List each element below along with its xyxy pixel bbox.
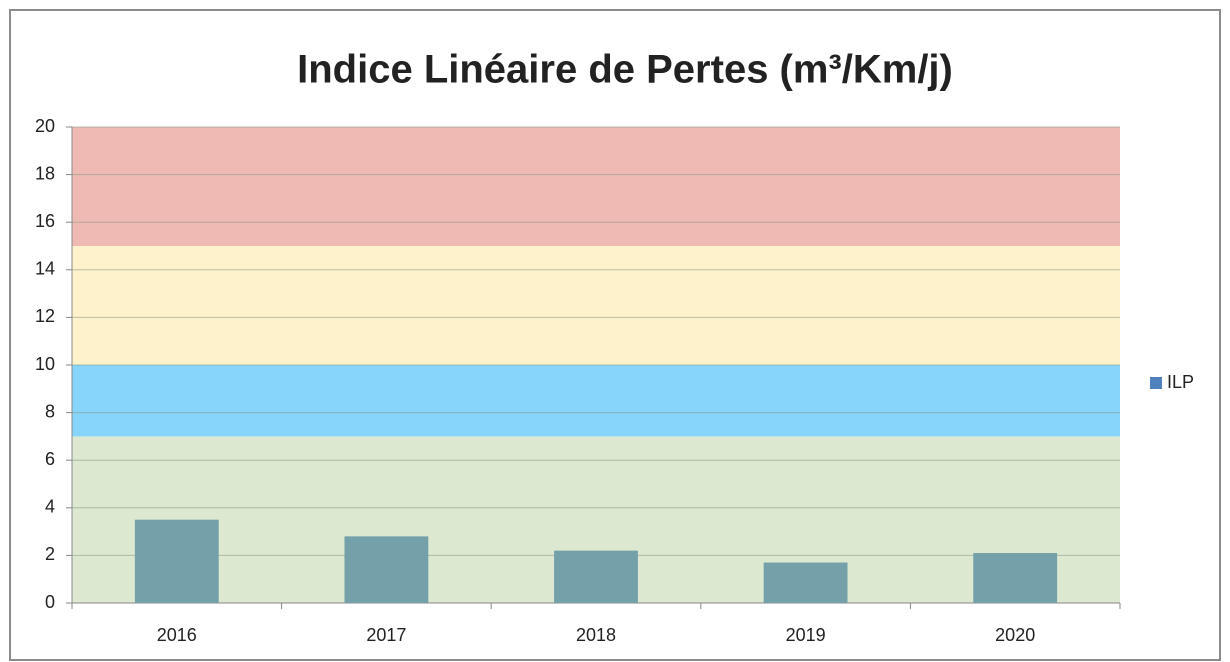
threshold-band <box>72 127 1120 246</box>
bar <box>344 536 429 603</box>
y-tick-label: 12 <box>35 306 55 326</box>
bar <box>763 562 848 603</box>
x-tick-label: 2020 <box>995 625 1035 645</box>
bar <box>134 519 219 603</box>
y-tick-label: 0 <box>45 592 55 612</box>
y-tick-label: 10 <box>35 354 55 374</box>
legend-label: ILP <box>1167 372 1194 392</box>
y-tick-label: 8 <box>45 401 55 421</box>
bar <box>973 553 1058 603</box>
y-tick-label: 6 <box>45 449 55 469</box>
y-tick-label: 2 <box>45 544 55 564</box>
x-tick-label: 2017 <box>366 625 406 645</box>
y-tick-label: 16 <box>35 211 55 231</box>
x-tick-label: 2016 <box>157 625 197 645</box>
x-tick-label: 2018 <box>576 625 616 645</box>
y-tick-label: 14 <box>35 259 55 279</box>
y-tick-label: 18 <box>35 163 55 183</box>
y-tick-label: 4 <box>45 497 55 517</box>
chart-title: Indice Linéaire de Pertes (m³/Km/j) <box>297 48 953 92</box>
threshold-band <box>72 246 1120 365</box>
legend-swatch <box>1150 377 1162 389</box>
x-tick-label: 2019 <box>786 625 826 645</box>
bar <box>554 550 638 603</box>
threshold-band <box>72 365 1120 437</box>
y-tick-label: 20 <box>35 116 55 136</box>
